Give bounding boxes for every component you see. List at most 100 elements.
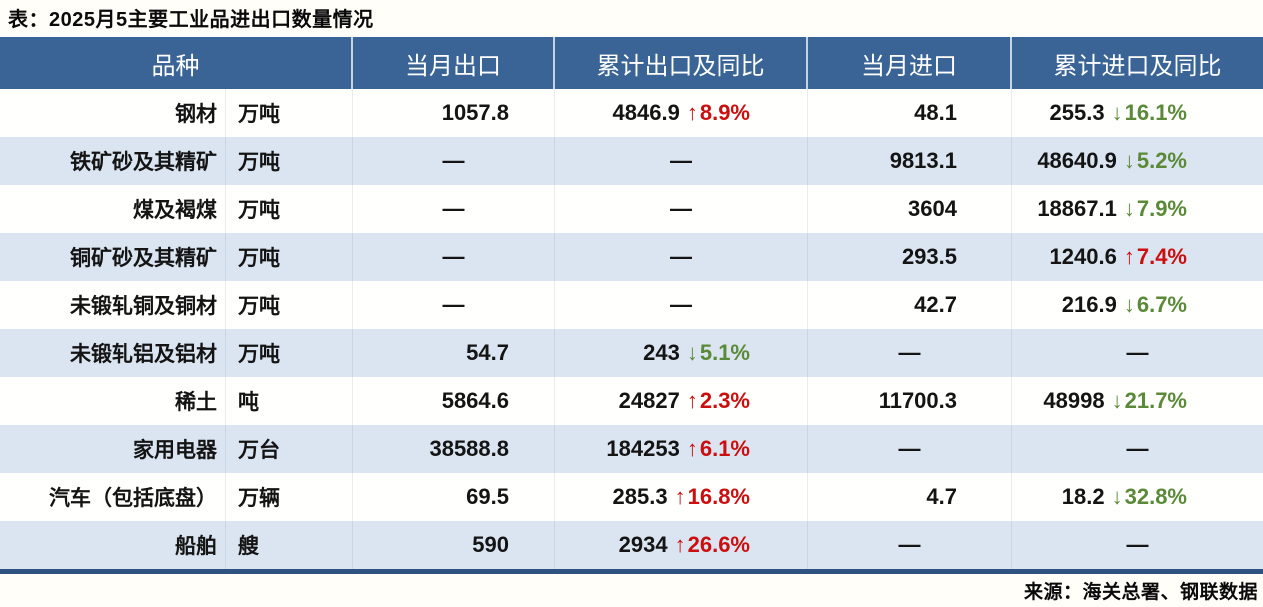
- column-header-cumulative-export-yoy: 累计出口及同比: [555, 37, 808, 89]
- yoy-percent: 5.2%: [1136, 148, 1187, 173]
- value-number: 54.7: [466, 340, 509, 365]
- table-row: 煤及褐煤 万吨 — —3604 18867.1 ↓7.9%: [0, 185, 1263, 233]
- yoy-percent: 16.8%: [687, 484, 750, 509]
- cumulative-export-cell: —: [555, 137, 808, 185]
- month-export-cell: 54.7: [353, 329, 555, 377]
- cumulative-export-cell: 243 ↓5.1%: [555, 329, 808, 377]
- value-number: 4.7: [926, 484, 957, 509]
- value-number: 48998: [1043, 388, 1105, 413]
- month-export-cell: —: [353, 233, 555, 281]
- yoy-change: ↓7.9%: [1124, 196, 1187, 222]
- value-number: 4846.9: [612, 100, 680, 125]
- table-row: 汽车（包括底盘） 万辆 69.5 285.3 ↑16.8% 4.7 18.2 ↓32.8%: [0, 473, 1263, 521]
- value-number: 18.2: [1061, 484, 1105, 509]
- empty-value-dash: —: [1126, 436, 1149, 461]
- cumulative-import-cell: —: [1012, 521, 1263, 569]
- arrow-up-icon: ↑: [686, 388, 698, 413]
- product-name: 未锻轧铝及铝材: [0, 329, 226, 377]
- month-import-cell: —: [808, 425, 1012, 473]
- product-unit: 万吨: [226, 185, 353, 233]
- cumulative-import-cell: 1240.6 ↑7.4%: [1012, 233, 1263, 281]
- month-export-cell: 38588.8: [353, 425, 555, 473]
- yoy-change: ↓16.1%: [1112, 100, 1187, 126]
- yoy-percent: 6.7%: [1136, 292, 1187, 317]
- column-header-month-import: 当月进口: [808, 37, 1012, 89]
- product-name: 稀土: [0, 377, 226, 425]
- value-number: 11700.3: [878, 388, 957, 413]
- table-row: 船舶艘 590 2934 ↑26.6% — —: [0, 521, 1263, 569]
- yoy-change: ↑6.1%: [687, 436, 750, 462]
- product-name: 家用电器: [0, 425, 226, 473]
- cumulative-import-cell: 255.3 ↓16.1%: [1012, 89, 1263, 137]
- product-unit: 万吨: [226, 329, 353, 377]
- arrow-down-icon: ↓: [1123, 292, 1135, 317]
- value-number: 5864.6: [441, 388, 509, 413]
- table-row: 铁矿砂及其精矿 万吨 — — 9813.1 48640.9 ↓5.2%: [0, 137, 1263, 185]
- month-export-cell: 1057.8: [353, 89, 555, 137]
- value-number: 3604: [908, 196, 957, 221]
- arrow-up-icon: ↑: [686, 100, 698, 125]
- table-row: 铜矿砂及其精矿 万吨 — —293.5 1240.6 ↑7.4%: [0, 233, 1263, 281]
- column-header-variety: 品种: [0, 37, 353, 89]
- yoy-percent: 32.8%: [1124, 484, 1187, 509]
- product-name: 铁矿砂及其精矿: [0, 137, 226, 185]
- yoy-percent: 7.9%: [1136, 196, 1187, 221]
- cumulative-export-cell: 285.3 ↑16.8%: [555, 473, 808, 521]
- cumulative-export-cell: 2934 ↑26.6%: [555, 521, 808, 569]
- arrow-down-icon: ↓: [1123, 196, 1135, 221]
- empty-value-dash: —: [1126, 532, 1149, 557]
- yoy-percent: 16.1%: [1124, 100, 1187, 125]
- cumulative-export-cell: —: [555, 233, 808, 281]
- data-source-label: 来源：海关总署、钢联数据: [1023, 582, 1258, 603]
- cumulative-import-cell: —: [1012, 425, 1263, 473]
- table-bottom-rule: [0, 569, 1263, 574]
- cumulative-export-cell: 4846.9 ↑8.9%: [555, 89, 808, 137]
- yoy-change: ↓5.2%: [1124, 148, 1187, 174]
- empty-value-dash: —: [670, 244, 692, 269]
- empty-value-dash: —: [670, 148, 692, 173]
- month-export-cell: —: [353, 185, 555, 233]
- cumulative-import-cell: 18867.1 ↓7.9%: [1012, 185, 1263, 233]
- yoy-change: ↓21.7%: [1112, 388, 1187, 414]
- product-unit: 万吨: [226, 137, 353, 185]
- month-import-cell: —: [808, 329, 1012, 377]
- value-number: 38588.8: [429, 436, 509, 461]
- product-unit: 艘: [226, 521, 353, 569]
- yoy-change: ↑8.9%: [687, 100, 750, 126]
- month-import-cell: 293.5: [808, 233, 1012, 281]
- arrow-down-icon: ↓: [1111, 100, 1123, 125]
- page-title: 表：2025月5主要工业品进出口数量情况: [8, 9, 374, 31]
- cumulative-export-cell: —: [555, 281, 808, 329]
- value-number: 42.7: [914, 292, 957, 317]
- arrow-up-icon: ↑: [674, 484, 686, 509]
- value-number: 1057.8: [441, 100, 509, 125]
- arrow-down-icon: ↓: [1111, 484, 1123, 509]
- yoy-change: ↑26.6%: [675, 532, 750, 558]
- yoy-change: ↓32.8%: [1112, 484, 1187, 510]
- cumulative-export-cell: 184253 ↑6.1%: [555, 425, 808, 473]
- empty-value-dash: —: [670, 196, 692, 221]
- arrow-up-icon: ↑: [1123, 244, 1135, 269]
- month-export-cell: 69.5: [353, 473, 555, 521]
- arrow-up-icon: ↑: [686, 436, 698, 461]
- empty-value-dash: —: [670, 292, 692, 317]
- product-unit: 万吨: [226, 233, 353, 281]
- empty-value-dash: —: [442, 292, 465, 317]
- empty-value-dash: —: [442, 196, 465, 221]
- empty-value-dash: —: [442, 148, 465, 173]
- month-import-cell: 4.7: [808, 473, 1012, 521]
- yoy-percent: 21.7%: [1124, 388, 1187, 413]
- value-number: 2934: [618, 532, 668, 557]
- product-unit: 万吨: [226, 281, 353, 329]
- month-import-cell: 9813.1: [808, 137, 1012, 185]
- value-number: 285.3: [612, 484, 668, 509]
- product-unit: 万辆: [226, 473, 353, 521]
- cumulative-import-cell: 48640.9 ↓5.2%: [1012, 137, 1263, 185]
- value-number: 184253: [606, 436, 680, 461]
- product-name: 钢材: [0, 89, 226, 137]
- product-name: 汽车（包括底盘）: [0, 473, 226, 521]
- table-header-row: 品种 当月出口 累计出口及同比 当月进口 累计进口及同比: [0, 37, 1263, 89]
- arrow-down-icon: ↓: [1111, 388, 1123, 413]
- cumulative-import-cell: 18.2 ↓32.8%: [1012, 473, 1263, 521]
- table-row: 钢材 万吨 1057.8 4846.9 ↑8.9% 48.1 255.3 ↓16.1%: [0, 89, 1263, 137]
